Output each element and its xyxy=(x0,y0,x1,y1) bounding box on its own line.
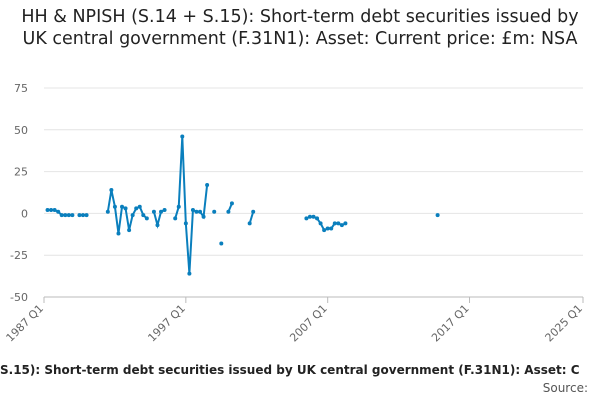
x-tick-label: 2017 Q1 xyxy=(429,302,472,345)
point xyxy=(105,209,110,214)
point xyxy=(311,214,316,219)
point xyxy=(137,204,142,209)
point xyxy=(144,216,149,221)
point xyxy=(190,208,195,213)
point xyxy=(183,221,188,226)
line xyxy=(248,211,255,224)
point xyxy=(56,209,61,214)
point xyxy=(52,208,57,213)
point xyxy=(127,228,132,233)
y-tick-label: 25 xyxy=(14,166,28,179)
point xyxy=(141,213,146,218)
point xyxy=(81,213,86,218)
caption: S.15): Short-term debt securities issued… xyxy=(0,363,580,377)
point xyxy=(109,187,114,192)
point xyxy=(112,204,117,209)
y-tick-label: 0 xyxy=(21,207,28,220)
point xyxy=(63,213,68,218)
point xyxy=(120,204,125,209)
point xyxy=(318,221,323,226)
point xyxy=(315,216,320,221)
point xyxy=(307,214,312,219)
x-tick-label: 1997 Q1 xyxy=(145,302,188,345)
point xyxy=(343,221,348,226)
point xyxy=(198,209,203,214)
point xyxy=(116,231,121,236)
point xyxy=(322,228,327,233)
point xyxy=(70,213,75,218)
y-tick-label: -25 xyxy=(10,249,28,262)
line xyxy=(106,189,148,234)
point xyxy=(155,223,160,228)
point xyxy=(151,209,156,214)
point xyxy=(130,213,135,218)
point xyxy=(123,206,128,211)
x-tick-label: 2007 Q1 xyxy=(287,302,330,345)
point xyxy=(251,209,256,214)
chart-title: HH & NPISH (S.14 + S.15): Short-term deb… xyxy=(21,7,579,49)
point xyxy=(173,216,178,221)
point xyxy=(187,271,192,276)
point xyxy=(212,209,217,214)
point xyxy=(134,206,139,211)
y-tick-label: -50 xyxy=(10,291,28,304)
x-tick-label: 1987 Q1 xyxy=(4,302,47,345)
point xyxy=(176,204,181,209)
point xyxy=(304,216,309,221)
point xyxy=(229,201,234,206)
point xyxy=(247,221,252,226)
point xyxy=(325,226,330,231)
point xyxy=(180,134,185,139)
point xyxy=(84,213,89,218)
y-tick-label: 75 xyxy=(14,82,28,95)
point xyxy=(194,209,199,214)
point xyxy=(336,221,341,226)
point xyxy=(59,213,64,218)
point xyxy=(332,221,337,226)
point xyxy=(159,209,164,214)
point xyxy=(201,214,206,219)
point xyxy=(162,208,167,213)
point xyxy=(219,241,224,246)
source: Source: xyxy=(542,381,588,395)
point xyxy=(45,208,50,213)
point xyxy=(435,213,440,218)
line xyxy=(174,136,209,274)
point xyxy=(226,209,231,214)
point xyxy=(77,213,82,218)
point xyxy=(66,213,71,218)
point xyxy=(49,208,54,213)
point xyxy=(205,182,210,187)
point xyxy=(339,223,344,228)
x-tick-label: 2025 Q1 xyxy=(543,302,586,345)
y-tick-label: 50 xyxy=(14,124,28,137)
point xyxy=(329,226,334,231)
